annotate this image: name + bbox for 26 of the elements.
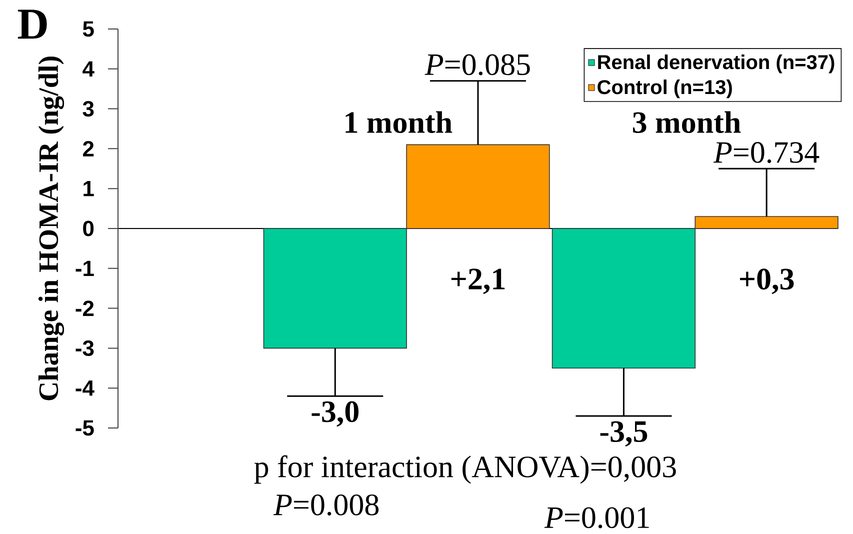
text: P=0.001	[544, 507, 649, 528]
text: p for interaction (ANOVA)=0,003	[254, 455, 676, 484]
y-tick-label: 3	[82, 100, 94, 117]
legend-label: Control (n=13)	[598, 80, 732, 98]
text: D	[18, 10, 47, 39]
data-label: +0,3	[740, 268, 794, 294]
y-tick-label: -3	[76, 340, 94, 356]
y-tick-label: 2	[83, 140, 94, 156]
annotation: P=0.085	[424, 54, 530, 76]
y-tick-label: -2	[76, 300, 94, 316]
data-label: +2,1	[451, 268, 505, 294]
y-tick-label: 0	[83, 220, 94, 236]
x-tick-label: 1 month	[346, 111, 452, 134]
annotation: P=0.734	[713, 142, 820, 164]
data-label: -3,0	[312, 401, 358, 427]
y-tick-label: -4	[76, 380, 94, 396]
legend-label: Renal denervation (n=37)	[598, 54, 834, 74]
y-tick-label: 5	[82, 21, 94, 37]
y-tick-label: 1	[84, 181, 94, 196]
y-axis-title: Change in HOMA-IR (ng/dl)	[38, 56, 64, 400]
x-tick-label: 3 month	[632, 111, 741, 134]
y-tick-label: 4	[82, 61, 94, 76]
y-tick-label: -5	[76, 420, 94, 436]
data-label: -3,5	[600, 421, 648, 447]
y-tick-label: -1	[76, 260, 94, 276]
text: P=0.008	[273, 494, 379, 516]
